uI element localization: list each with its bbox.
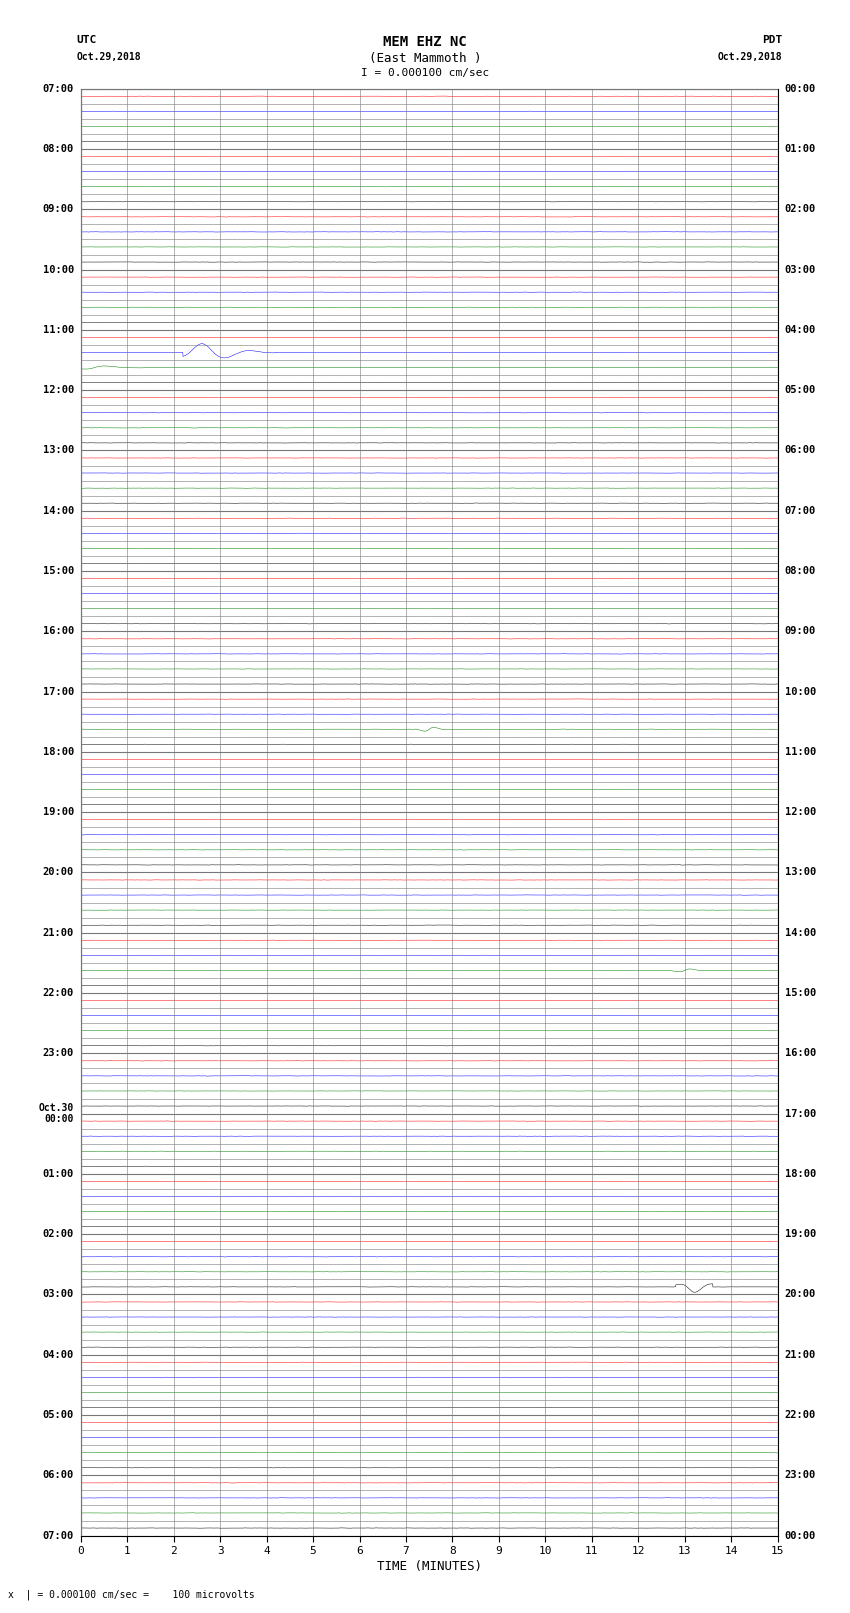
Text: 19:00: 19:00 [42, 806, 74, 818]
Text: 07:00: 07:00 [42, 1531, 74, 1540]
Text: 11:00: 11:00 [785, 747, 816, 756]
Text: 00:00: 00:00 [785, 1531, 816, 1540]
Text: 18:00: 18:00 [42, 747, 74, 756]
Text: 18:00: 18:00 [785, 1169, 816, 1179]
Text: 13:00: 13:00 [785, 868, 816, 877]
Text: 01:00: 01:00 [42, 1169, 74, 1179]
Text: PDT: PDT [762, 35, 782, 45]
Text: Oct.29,2018: Oct.29,2018 [76, 52, 141, 61]
Text: 02:00: 02:00 [42, 1229, 74, 1239]
Text: 22:00: 22:00 [42, 989, 74, 998]
Text: UTC: UTC [76, 35, 97, 45]
Text: 00:00: 00:00 [785, 84, 816, 94]
Text: 10:00: 10:00 [42, 265, 74, 274]
Text: 12:00: 12:00 [785, 806, 816, 818]
Text: 10:00: 10:00 [785, 687, 816, 697]
Text: 21:00: 21:00 [42, 927, 74, 937]
Text: 23:00: 23:00 [785, 1471, 816, 1481]
Text: (East Mammoth ): (East Mammoth ) [369, 52, 481, 65]
Text: 23:00: 23:00 [42, 1048, 74, 1058]
Text: MEM EHZ NC: MEM EHZ NC [383, 35, 467, 50]
Text: 05:00: 05:00 [785, 386, 816, 395]
Text: 11:00: 11:00 [42, 324, 74, 336]
Text: 14:00: 14:00 [785, 927, 816, 937]
Text: 07:00: 07:00 [42, 84, 74, 94]
Text: I = 0.000100 cm/sec: I = 0.000100 cm/sec [361, 68, 489, 77]
Text: 13:00: 13:00 [42, 445, 74, 455]
Text: 06:00: 06:00 [42, 1471, 74, 1481]
Text: 12:00: 12:00 [42, 386, 74, 395]
Text: 07:00: 07:00 [785, 506, 816, 516]
Text: 01:00: 01:00 [785, 144, 816, 153]
Text: 04:00: 04:00 [785, 324, 816, 336]
Text: 09:00: 09:00 [42, 205, 74, 215]
Text: 16:00: 16:00 [42, 626, 74, 636]
Text: x  | = 0.000100 cm/sec =    100 microvolts: x | = 0.000100 cm/sec = 100 microvolts [8, 1589, 255, 1600]
Text: 14:00: 14:00 [42, 506, 74, 516]
Text: Oct.29,2018: Oct.29,2018 [717, 52, 782, 61]
Text: 08:00: 08:00 [785, 566, 816, 576]
Text: 03:00: 03:00 [785, 265, 816, 274]
Text: 16:00: 16:00 [785, 1048, 816, 1058]
X-axis label: TIME (MINUTES): TIME (MINUTES) [377, 1560, 482, 1573]
Text: 19:00: 19:00 [785, 1229, 816, 1239]
Text: 03:00: 03:00 [42, 1289, 74, 1300]
Text: 09:00: 09:00 [785, 626, 816, 636]
Text: 04:00: 04:00 [42, 1350, 74, 1360]
Text: 17:00: 17:00 [42, 687, 74, 697]
Text: 08:00: 08:00 [42, 144, 74, 153]
Text: 06:00: 06:00 [785, 445, 816, 455]
Text: 15:00: 15:00 [785, 989, 816, 998]
Text: 22:00: 22:00 [785, 1410, 816, 1419]
Text: 05:00: 05:00 [42, 1410, 74, 1419]
Text: 21:00: 21:00 [785, 1350, 816, 1360]
Text: Oct.30
00:00: Oct.30 00:00 [38, 1103, 74, 1124]
Text: 20:00: 20:00 [42, 868, 74, 877]
Text: 15:00: 15:00 [42, 566, 74, 576]
Text: 02:00: 02:00 [785, 205, 816, 215]
Text: 20:00: 20:00 [785, 1289, 816, 1300]
Text: 17:00: 17:00 [785, 1108, 816, 1118]
